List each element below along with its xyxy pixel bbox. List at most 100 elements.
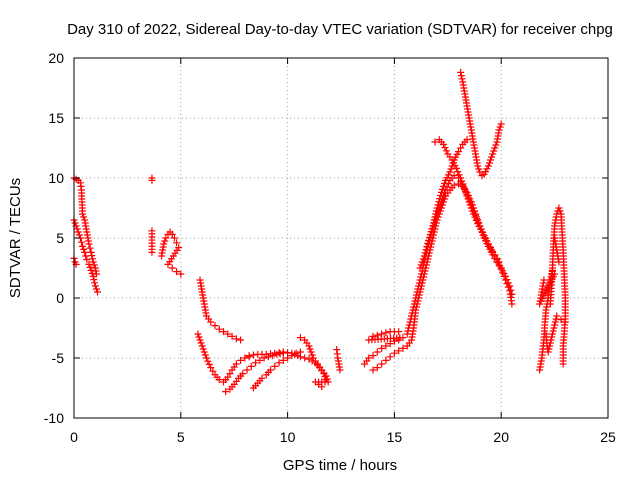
data-point-sat-5 — [160, 240, 168, 248]
data-point-sat-16 — [416, 264, 424, 272]
data-point-sat-10 — [296, 353, 304, 361]
data-point-sat-21 — [553, 312, 561, 320]
data-point-sat-8 — [252, 359, 260, 367]
data-point-sat-6 — [237, 336, 245, 344]
data-point-sat-8 — [222, 388, 230, 396]
data-point-sat-15 — [412, 291, 420, 299]
data-point-sat-8 — [256, 356, 264, 364]
data-point-sat-17 — [495, 258, 503, 266]
data-point-sat-20 — [559, 360, 567, 368]
data-point-sat-16 — [433, 204, 441, 212]
data-point-sat-8 — [239, 370, 247, 378]
data-point-sat-17 — [467, 204, 475, 212]
data-point-sat-17 — [465, 198, 473, 206]
data-point-sat-17 — [469, 210, 477, 218]
data-point-sat-17 — [491, 251, 499, 259]
data-point-sat-2 — [83, 256, 91, 264]
data-point-sat-4 — [148, 176, 156, 184]
y-tick-label: 15 — [48, 110, 64, 126]
data-point-sat-7 — [209, 367, 217, 375]
chart-title: Day 310 of 2022, Sidereal Day-to-day VTE… — [67, 21, 613, 38]
y-tick-label: -5 — [52, 350, 65, 366]
data-point-sat-21 — [547, 336, 555, 344]
data-point-sat-18 — [458, 75, 466, 83]
data-point-sat-14 — [382, 356, 390, 364]
data-point-sat-21 — [551, 321, 559, 329]
data-point-sat-15 — [496, 262, 504, 270]
data-point-sat-17 — [472, 216, 480, 224]
data-point-sat-21 — [549, 327, 557, 335]
data-point-sat-13 — [369, 332, 377, 340]
data-point-sat-1 — [86, 244, 94, 252]
data-point-sat-2 — [82, 252, 90, 260]
data-point-sat-21 — [548, 333, 556, 341]
data-point-sat-16 — [422, 246, 430, 254]
y-tick-label: 20 — [48, 50, 64, 66]
data-point-sat-7 — [232, 360, 240, 368]
y-tick-label: -10 — [44, 410, 64, 426]
data-point-sat-17 — [466, 201, 474, 209]
data-point-sat-9 — [267, 366, 275, 374]
data-point-sat-17 — [442, 147, 450, 155]
data-point-sat-15 — [407, 312, 415, 320]
data-point-sat-17 — [471, 213, 479, 221]
data-point-sat-17 — [440, 140, 448, 148]
data-point-sat-16 — [432, 210, 440, 218]
data-point-sat-6 — [211, 322, 219, 330]
data-point-sat-17 — [484, 240, 492, 248]
data-point-sat-15 — [416, 276, 424, 284]
data-point-sat-17 — [489, 247, 497, 255]
data-point-sat-13 — [373, 348, 381, 356]
data-point-sat-2 — [85, 260, 93, 268]
data-point-sat-14 — [390, 349, 398, 357]
data-point-sat-2 — [71, 219, 79, 227]
data-point-sat-7 — [224, 373, 232, 381]
data-point-sat-13 — [365, 336, 373, 344]
data-point-sat-21 — [545, 345, 553, 353]
y-tick-label: 10 — [48, 170, 64, 186]
data-point-sat-18 — [492, 141, 500, 149]
data-point-sat-18 — [457, 68, 465, 76]
data-point-sat-2 — [92, 285, 100, 293]
data-point-sat-16 — [437, 192, 445, 200]
data-point-sat-16 — [430, 219, 438, 227]
axis-ticks — [73, 57, 609, 419]
data-point-sat-18 — [496, 123, 504, 131]
data-point-sat-2 — [87, 266, 95, 274]
data-point-sat-7 — [237, 356, 245, 364]
data-point-sat-21 — [550, 324, 558, 332]
data-point-sat-16 — [417, 261, 425, 269]
data-point-sat-16 — [419, 255, 427, 263]
data-point-sat-11 — [296, 334, 304, 342]
data-point-sat-15 — [415, 279, 423, 287]
data-point-sat-18 — [490, 147, 498, 155]
data-point-sat-7 — [196, 336, 204, 344]
data-point-sat-15 — [414, 285, 422, 293]
data-point-sat-15 — [407, 315, 415, 323]
data-point-sat-9 — [258, 374, 266, 382]
data-point-sat-17 — [454, 168, 462, 176]
data-point-sat-11 — [305, 342, 313, 350]
data-point-sat-2 — [75, 231, 83, 239]
data-point-sat-15 — [508, 300, 516, 308]
data-point-sat-16 — [437, 188, 445, 196]
data-point-sat-10 — [301, 354, 309, 362]
data-point-sat-17 — [464, 195, 472, 203]
data-point-sat-6 — [224, 330, 232, 338]
data-point-sat-15 — [501, 276, 509, 284]
data-point-sat-2 — [91, 279, 99, 287]
data-point-sat-6 — [220, 328, 228, 336]
data-point-sat-17 — [458, 177, 466, 185]
data-point-sat-7 — [195, 333, 203, 341]
data-point-sat-15 — [412, 294, 420, 302]
data-point-sat-11 — [308, 351, 316, 359]
x-tick-labels: 0 5 10 15 20 25 — [70, 429, 616, 445]
data-point-sat-18 — [497, 120, 505, 128]
data-point-sat-20 — [555, 204, 563, 212]
data-point-sat-15 — [417, 273, 425, 281]
data-point-sat-7 — [204, 357, 212, 365]
data-point-sat-15 — [497, 265, 505, 273]
data-point-sat-17 — [459, 180, 467, 188]
x-tick-label: 15 — [387, 429, 403, 445]
